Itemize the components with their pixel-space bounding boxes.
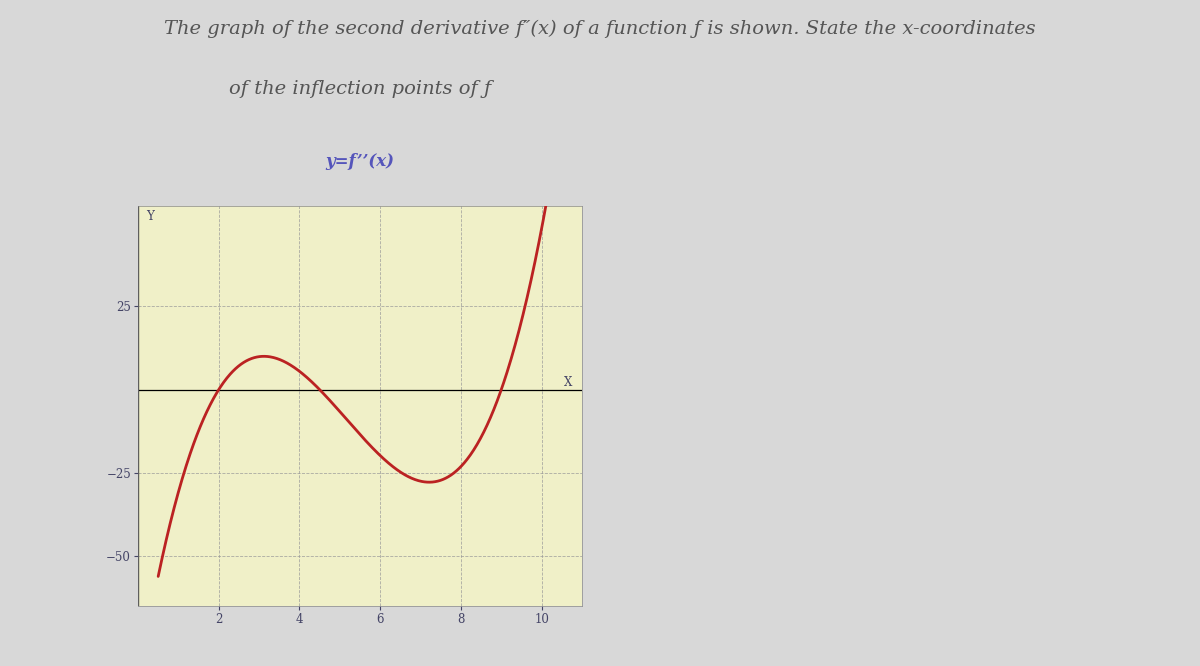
Text: X: X xyxy=(564,376,572,390)
Text: Y: Y xyxy=(146,210,154,223)
Text: of the inflection points of ƒ: of the inflection points of ƒ xyxy=(229,80,491,98)
Text: The graph of the second derivative f″(x) of a function ƒ is shown. State the x-c: The graph of the second derivative f″(x)… xyxy=(164,20,1036,38)
Text: y=f’’(x): y=f’’(x) xyxy=(325,153,395,170)
